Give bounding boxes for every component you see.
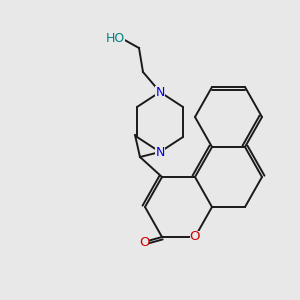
- Text: N: N: [155, 146, 165, 158]
- Text: N: N: [155, 85, 165, 98]
- Text: O: O: [139, 236, 149, 248]
- Text: HO: HO: [105, 32, 124, 44]
- Text: O: O: [190, 230, 200, 244]
